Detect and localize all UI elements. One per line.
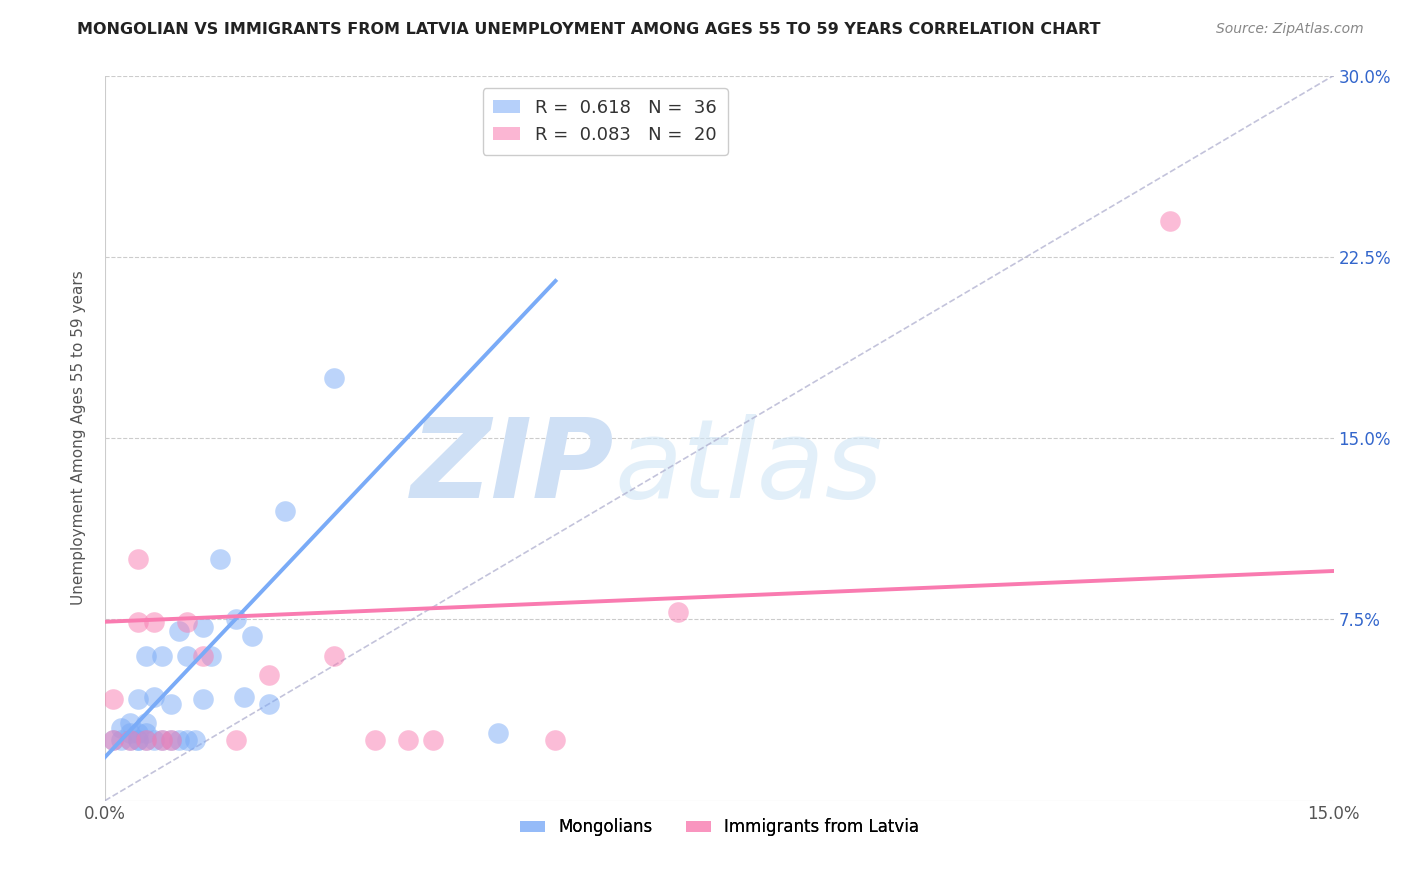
Point — [101, 733, 124, 747]
Point — [110, 733, 132, 747]
Point — [150, 648, 173, 663]
Point — [176, 615, 198, 629]
Point — [274, 503, 297, 517]
Point — [135, 726, 157, 740]
Point — [127, 552, 149, 566]
Point — [135, 733, 157, 747]
Point — [135, 716, 157, 731]
Point — [127, 733, 149, 747]
Point — [110, 721, 132, 735]
Point — [323, 648, 346, 663]
Point — [233, 690, 256, 704]
Point — [225, 612, 247, 626]
Point — [176, 733, 198, 747]
Point — [118, 726, 141, 740]
Point — [159, 733, 181, 747]
Point — [118, 716, 141, 731]
Point — [150, 733, 173, 747]
Point — [135, 733, 157, 747]
Point — [127, 733, 149, 747]
Point — [422, 733, 444, 747]
Point — [127, 726, 149, 740]
Point — [1159, 213, 1181, 227]
Point — [208, 552, 231, 566]
Point — [118, 733, 141, 747]
Point — [167, 733, 190, 747]
Point — [135, 648, 157, 663]
Legend: Mongolians, Immigrants from Latvia: Mongolians, Immigrants from Latvia — [513, 812, 925, 843]
Point — [143, 733, 166, 747]
Text: MONGOLIAN VS IMMIGRANTS FROM LATVIA UNEMPLOYMENT AMONG AGES 55 TO 59 YEARS CORRE: MONGOLIAN VS IMMIGRANTS FROM LATVIA UNEM… — [77, 22, 1101, 37]
Point — [118, 733, 141, 747]
Point — [364, 733, 387, 747]
Point — [184, 733, 207, 747]
Point — [200, 648, 222, 663]
Y-axis label: Unemployment Among Ages 55 to 59 years: Unemployment Among Ages 55 to 59 years — [72, 270, 86, 606]
Point — [193, 648, 215, 663]
Point — [143, 690, 166, 704]
Point — [167, 624, 190, 639]
Point — [101, 733, 124, 747]
Text: ZIP: ZIP — [412, 414, 614, 521]
Point — [242, 629, 264, 643]
Point — [257, 697, 280, 711]
Point — [127, 692, 149, 706]
Point — [323, 370, 346, 384]
Point — [150, 733, 173, 747]
Point — [143, 615, 166, 629]
Point — [193, 692, 215, 706]
Point — [486, 726, 509, 740]
Text: atlas: atlas — [614, 414, 883, 521]
Point — [159, 697, 181, 711]
Point — [193, 619, 215, 633]
Point — [396, 733, 419, 747]
Point — [176, 648, 198, 663]
Point — [159, 733, 181, 747]
Point — [225, 733, 247, 747]
Point — [544, 733, 567, 747]
Point — [257, 668, 280, 682]
Text: Source: ZipAtlas.com: Source: ZipAtlas.com — [1216, 22, 1364, 37]
Point — [666, 605, 689, 619]
Point — [101, 692, 124, 706]
Point — [127, 615, 149, 629]
